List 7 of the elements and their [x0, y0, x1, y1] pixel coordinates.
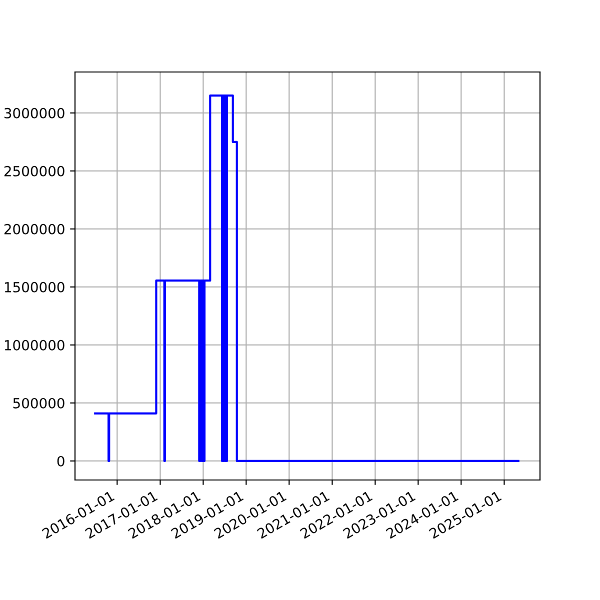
y-tick-label: 2000000: [4, 224, 64, 234]
y-tick-label: 2500000: [4, 166, 64, 176]
y-tick-label: 0: [57, 456, 64, 466]
y-tick-label: 500000: [13, 398, 64, 408]
y-tick-label: 1500000: [4, 282, 64, 292]
y-tick-label: 1000000: [4, 340, 64, 350]
y-tick-label: 3000000: [4, 108, 64, 118]
